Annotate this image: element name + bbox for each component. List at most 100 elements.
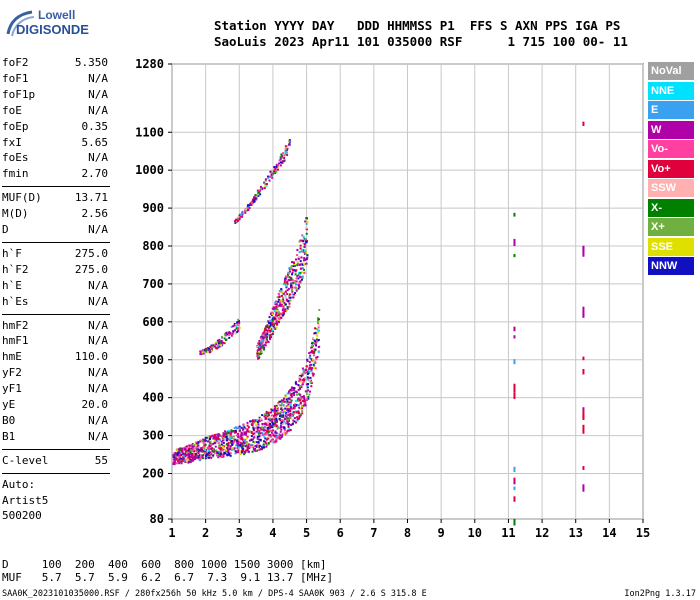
echo-point (257, 441, 260, 444)
echo-point (185, 459, 188, 462)
echo-point (299, 402, 302, 405)
echo-point (227, 443, 230, 446)
echo-point (245, 449, 248, 452)
echo-point (223, 333, 226, 336)
echo-point (277, 292, 280, 295)
echo-point (250, 435, 253, 438)
echo-point (275, 406, 278, 409)
echo-point (173, 453, 176, 456)
echo-point (258, 438, 261, 441)
echo-point (283, 410, 286, 413)
echo-point (257, 431, 260, 434)
echo-point (317, 321, 320, 324)
echo-point (197, 456, 200, 459)
echo-point (244, 451, 247, 454)
echo-point (226, 453, 229, 456)
echo-point (217, 441, 220, 444)
echo-point (240, 433, 243, 436)
echo-point (304, 378, 307, 381)
echo-point (290, 392, 293, 395)
param-value: N/A (88, 334, 108, 348)
echo-point (513, 477, 516, 483)
echo-point (232, 442, 235, 445)
echo-point (288, 401, 291, 404)
echo-point (299, 414, 302, 417)
echo-point (285, 286, 288, 289)
echo-point (213, 450, 216, 453)
param-value: N/A (88, 366, 108, 380)
echo-point (254, 421, 257, 424)
legend-item-nnw: NNW (648, 257, 694, 275)
echo-point (272, 323, 275, 326)
echo-point (245, 430, 248, 433)
echo-point (277, 298, 280, 301)
echo-point (247, 204, 250, 207)
param-name: foE (2, 103, 22, 117)
echo-point (210, 456, 213, 459)
echo-point (275, 170, 278, 173)
echo-point (241, 215, 244, 218)
echo-point (261, 427, 264, 430)
echo-point (273, 441, 276, 444)
echo-point (304, 220, 307, 223)
echo-point (284, 290, 287, 293)
echo-point (255, 441, 258, 444)
echo-point (218, 445, 221, 448)
echo-point (191, 444, 194, 447)
param-divider (2, 472, 110, 474)
echo-point (243, 432, 246, 435)
echo-point (280, 415, 283, 418)
echo-point (273, 425, 276, 428)
echo-point (221, 455, 224, 458)
echo-point (253, 200, 256, 203)
trace-0 (172, 309, 321, 466)
echo-point (279, 164, 282, 167)
echo-point (241, 451, 244, 454)
echo-point (223, 337, 226, 340)
echo-point (256, 345, 259, 348)
echo-point (241, 212, 244, 215)
echo-point (260, 448, 263, 451)
echo-point (309, 356, 312, 359)
echo-point (275, 436, 278, 439)
echo-point (261, 347, 264, 350)
echo-point (300, 248, 303, 251)
echo-point (296, 260, 299, 263)
echo-point (287, 275, 290, 278)
echo-point (316, 335, 319, 338)
echo-point (300, 256, 303, 259)
echo-point (256, 437, 259, 440)
legend-item-sse: SSE (648, 237, 694, 256)
echo-point (513, 518, 516, 526)
echo-point (287, 403, 290, 406)
echo-point (234, 429, 237, 432)
echo-point (239, 441, 242, 444)
echo-point (259, 187, 262, 190)
echo-point (218, 450, 221, 453)
echo-point (289, 277, 292, 280)
echo-point (297, 277, 300, 280)
echo-point (311, 372, 314, 375)
echo-point (582, 245, 585, 255)
echo-point (299, 271, 302, 274)
echo-point (255, 198, 258, 201)
echo-point (258, 350, 261, 353)
echo-point (273, 318, 276, 321)
echo-point (189, 460, 192, 463)
software-version: Ion2Png 1.3.17 (624, 589, 696, 599)
echo-point (293, 269, 296, 272)
echo-point (301, 374, 304, 377)
echo-point (259, 344, 262, 347)
x-tick-label: 3 (236, 526, 243, 540)
echo-point (292, 388, 295, 391)
echo-point (247, 445, 250, 448)
logo-text-lowell: Lowell (38, 8, 76, 22)
echo-point (242, 447, 245, 450)
echo-point (196, 448, 199, 451)
echo-point (313, 367, 316, 370)
param-name: D (2, 223, 9, 236)
echo-point (275, 409, 278, 412)
echo-point (276, 309, 279, 312)
param-divider (2, 186, 110, 188)
echo-point (301, 383, 304, 386)
